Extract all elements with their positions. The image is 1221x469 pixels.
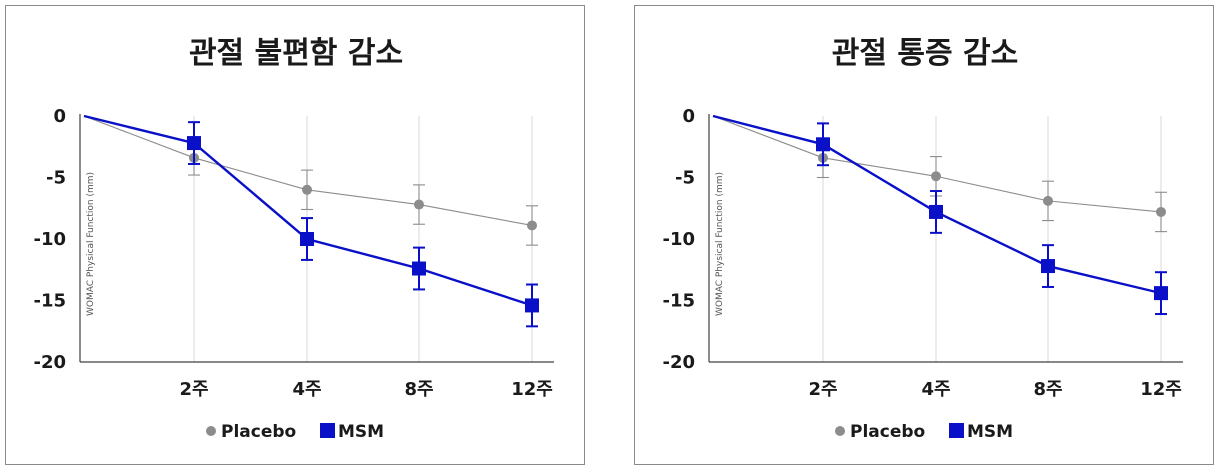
y-axis-label: WOMAC Physical Function (mm) bbox=[86, 172, 96, 316]
y-tick-label: 0 bbox=[682, 106, 695, 127]
data-point-msm bbox=[816, 137, 830, 152]
data-point-msm bbox=[1041, 259, 1055, 274]
data-point-placebo bbox=[414, 199, 424, 210]
data-point-placebo bbox=[302, 184, 312, 195]
x-tick-label: 12주 bbox=[1140, 379, 1182, 400]
y-tick-label: 0 bbox=[53, 106, 66, 127]
legend-label-msm: MSM bbox=[967, 422, 1013, 442]
legend-label-placebo: Placebo bbox=[221, 422, 296, 442]
x-tick-label: 4주 bbox=[292, 379, 321, 400]
y-tick-label: -15 bbox=[33, 291, 66, 312]
y-tick-label: -20 bbox=[33, 352, 66, 373]
data-point-placebo bbox=[1156, 206, 1166, 217]
x-tick-label: 8주 bbox=[1033, 379, 1062, 400]
chart-svg: 관절 불편함 감소 0 -5 -10 -15 -20 2주 4주 8주 12주 WOMAC Phys… bbox=[33, 36, 554, 442]
data-point-msm bbox=[187, 136, 201, 151]
data-point-msm bbox=[300, 232, 314, 246]
y-tick-label: -5 bbox=[46, 168, 66, 189]
data-point-placebo bbox=[1043, 195, 1053, 206]
legend-marker-msm bbox=[320, 423, 335, 438]
y-tick-label: -10 bbox=[33, 229, 66, 250]
x-tick-label: 8주 bbox=[404, 379, 433, 400]
legend-label-placebo: Placebo bbox=[850, 422, 925, 442]
chart-panel-joint-discomfort: 관절 불편함 감소 0 -5 -10 -15 -20 2주 4주 8주 12주 WOMAC Phys… bbox=[5, 5, 585, 465]
legend-marker-placebo bbox=[206, 426, 216, 436]
x-tick-label: 4주 bbox=[921, 379, 950, 400]
data-point-msm bbox=[929, 204, 943, 219]
chart-title: 관절 불편함 감소 bbox=[189, 36, 403, 71]
data-point-placebo bbox=[527, 220, 537, 231]
legend-marker-msm bbox=[949, 423, 964, 438]
chart-title: 관절 통증 감소 bbox=[832, 36, 1019, 71]
x-tick-label: 2주 bbox=[179, 379, 208, 400]
legend-label-msm: MSM bbox=[338, 422, 384, 442]
y-axis-label: WOMAC Physical Function (mm) bbox=[715, 172, 725, 316]
x-tick-label: 12주 bbox=[511, 379, 553, 400]
chart-panel-joint-pain: 관절 통증 감소 0 -5 -10 -15 -20 2주 4주 8주 12주 WOMAC Physi… bbox=[634, 5, 1214, 465]
y-tick-label: -5 bbox=[675, 168, 695, 189]
data-point-msm bbox=[412, 261, 426, 276]
legend-marker-placebo bbox=[835, 426, 845, 436]
series-line-msm bbox=[83, 114, 533, 307]
data-point-msm bbox=[525, 298, 539, 313]
y-tick-label: -20 bbox=[662, 352, 695, 373]
y-tick-label: -15 bbox=[662, 291, 695, 312]
x-tick-label: 2주 bbox=[808, 379, 837, 400]
data-point-msm bbox=[1154, 286, 1168, 301]
data-point-placebo bbox=[931, 171, 941, 182]
chart-svg: 관절 통증 감소 0 -5 -10 -15 -20 2주 4주 8주 12주 WOMAC Physi… bbox=[662, 36, 1183, 442]
y-tick-label: -10 bbox=[662, 229, 695, 250]
